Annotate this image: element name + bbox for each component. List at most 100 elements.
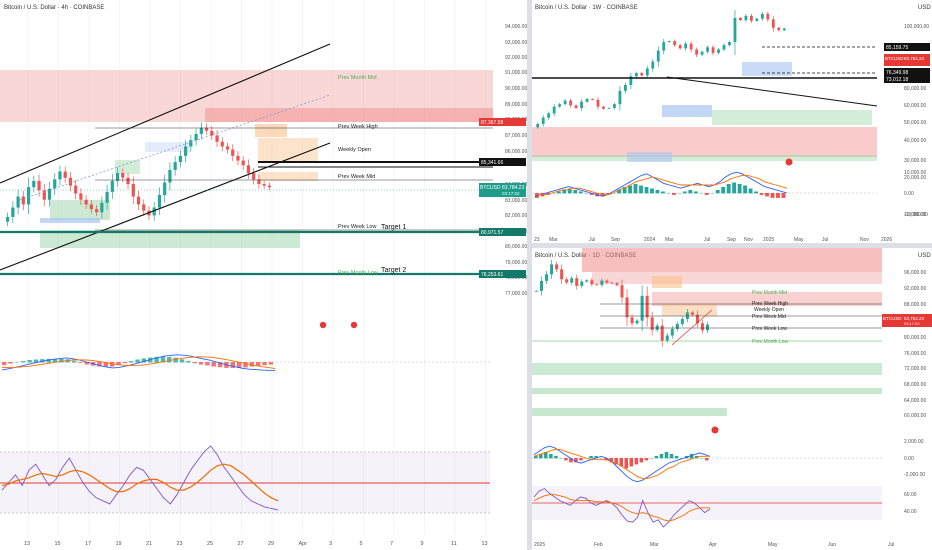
chart-4h-svg[interactable]: Bitcoin / U.S. Dollar · 4h · COINBASE Pr…	[0, 0, 527, 550]
candle	[236, 155, 240, 161]
candle	[95, 209, 99, 213]
macd-histogram-bar	[122, 362, 128, 364]
prev-week-mid-label: Prev Week Mid	[752, 314, 786, 320]
candle	[605, 280, 609, 283]
fvg-zone	[742, 62, 792, 76]
support-trend	[671, 309, 713, 346]
time-tick: 5	[360, 541, 363, 547]
rsi-ma-line	[533, 494, 710, 522]
price-axis[interactable]	[882, 0, 932, 243]
candle	[225, 146, 230, 150]
us-flag-icon[interactable]	[711, 426, 719, 434]
macd-histogram-bar	[116, 362, 121, 366]
macd-histogram-bar	[604, 458, 608, 461]
candle	[16, 196, 20, 208]
price-tick: 92,000.00	[904, 286, 926, 292]
candle	[618, 90, 622, 105]
candle	[662, 42, 666, 51]
candle	[68, 177, 73, 186]
signal-line	[1, 356, 276, 369]
macd-histogram-bar	[52, 358, 58, 363]
time-tick: 2025	[763, 237, 774, 243]
time-tick: Jul	[704, 237, 710, 243]
candle	[541, 117, 545, 124]
candle	[547, 113, 551, 118]
us-flag-icon[interactable]	[319, 321, 327, 329]
weekly-open-label: Weekly Open	[338, 147, 371, 153]
candle	[142, 204, 146, 211]
macd-histogram-bar	[776, 193, 780, 198]
candle	[620, 285, 624, 298]
macd-tick: -10,000.00	[904, 212, 928, 218]
candle	[535, 290, 539, 292]
price-tag-pwh: 87,367.58	[481, 120, 503, 126]
chart-4h[interactable]: Bitcoin / U.S. Dollar · 4h · COINBASE Pr…	[0, 0, 527, 550]
price-tick: 88,000.00	[904, 302, 926, 308]
macd-histogram-bar	[59, 358, 64, 363]
demand-zone	[532, 363, 882, 375]
macd-histogram-bar	[614, 458, 618, 465]
us-flag-icon[interactable]	[785, 158, 793, 166]
time-tick: May	[794, 237, 804, 243]
pane-divider[interactable]	[532, 243, 932, 248]
macd-histogram-bar	[71, 360, 77, 363]
candle	[739, 17, 742, 21]
price-tag-countdown: 03:17:02	[502, 191, 520, 196]
time-tick: 9	[421, 541, 424, 547]
candle	[717, 49, 720, 53]
price-tag-pwl-bg	[884, 68, 930, 76]
price-tick: 94,000.00	[505, 24, 527, 30]
candle	[602, 106, 605, 109]
rsi-line	[533, 488, 711, 528]
macd-histogram-bar	[211, 362, 216, 367]
price-tag-symbol: BTCUSD	[885, 56, 904, 61]
time-tick: 2024	[644, 237, 655, 243]
candle	[711, 47, 715, 53]
macd-histogram-bar	[569, 458, 573, 463]
candle	[782, 28, 786, 31]
time-tick: Jul	[589, 237, 595, 243]
time-tick: Nov	[744, 237, 753, 243]
prev-week-high-label: Prev Week High	[752, 301, 788, 307]
time-tick: 2025	[534, 542, 545, 548]
macd-histogram-bar	[634, 458, 639, 465]
candle	[231, 149, 235, 156]
price-tag-pwh-bg	[884, 43, 930, 51]
candle	[545, 274, 549, 281]
price-axis[interactable]	[882, 248, 932, 550]
macd-histogram-bar	[737, 184, 742, 194]
us-flag-icon[interactable]	[350, 321, 358, 329]
price-tick: 77,000.00	[505, 291, 527, 297]
candle	[580, 281, 584, 286]
macd-histogram-bar	[14, 362, 20, 363]
macd-histogram-bar	[217, 362, 223, 368]
target2-label: Target 2	[381, 267, 406, 274]
macd-histogram-bar	[650, 188, 654, 194]
candle	[760, 13, 764, 19]
candle	[6, 216, 10, 222]
macd-histogram-bar	[644, 187, 649, 194]
time-tick: Mar	[549, 237, 558, 243]
pane-divider[interactable]	[527, 0, 532, 550]
macd-histogram-bar	[674, 456, 679, 459]
chart-1w[interactable]: Bitcoin / U.S. Dollar · 1W · COINBASE 10…	[532, 0, 932, 243]
macd-histogram-bar	[589, 193, 594, 195]
candle	[629, 76, 633, 85]
candle	[252, 173, 256, 180]
candle	[565, 279, 569, 283]
chart-1d[interactable]: Bitcoin / U.S. Dollar · 1D · COINBASE Pr…	[532, 248, 932, 550]
chart-1w-svg[interactable]: Bitcoin / U.S. Dollar · 1W · COINBASE 10…	[532, 0, 932, 243]
demand-zone	[532, 388, 882, 394]
candle	[689, 43, 693, 50]
candle	[595, 284, 599, 286]
candle	[558, 104, 562, 107]
price-tag-pwl-bg	[479, 228, 526, 236]
price-tick: 30,000.00	[904, 158, 926, 164]
candle	[552, 106, 556, 114]
candle	[755, 18, 759, 21]
candle	[675, 323, 679, 329]
candle	[634, 73, 638, 77]
chart-1d-svg[interactable]: Bitcoin / U.S. Dollar · 1D · COINBASE Pr…	[532, 248, 932, 550]
price-tick: 60,000.00	[904, 413, 926, 419]
macd-histogram-bar	[33, 359, 39, 363]
